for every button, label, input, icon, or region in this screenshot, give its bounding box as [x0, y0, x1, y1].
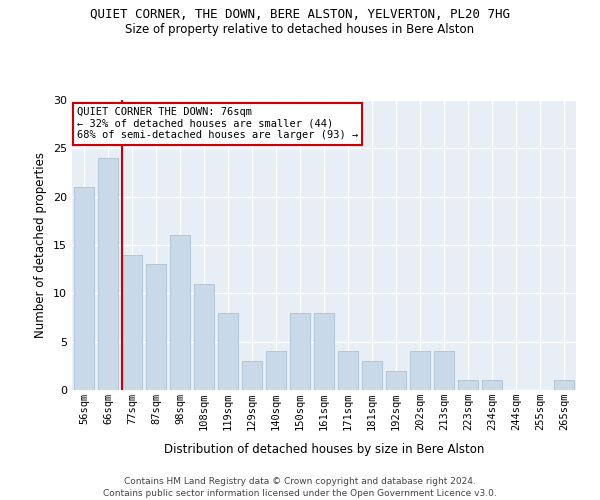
Text: Contains HM Land Registry data © Crown copyright and database right 2024.: Contains HM Land Registry data © Crown c…: [124, 478, 476, 486]
Bar: [458, 380, 478, 390]
Bar: [410, 352, 430, 390]
Bar: [290, 312, 310, 390]
Bar: [314, 312, 334, 390]
Bar: [218, 312, 238, 390]
Bar: [122, 254, 142, 390]
Bar: [362, 361, 382, 390]
Bar: [194, 284, 214, 390]
Bar: [266, 352, 286, 390]
Bar: [482, 380, 502, 390]
Bar: [434, 352, 454, 390]
Bar: [74, 187, 94, 390]
Bar: [146, 264, 166, 390]
Bar: [554, 380, 574, 390]
Bar: [386, 370, 406, 390]
Text: QUIET CORNER, THE DOWN, BERE ALSTON, YELVERTON, PL20 7HG: QUIET CORNER, THE DOWN, BERE ALSTON, YEL…: [90, 8, 510, 20]
Bar: [98, 158, 118, 390]
Y-axis label: Number of detached properties: Number of detached properties: [34, 152, 47, 338]
Text: Distribution of detached houses by size in Bere Alston: Distribution of detached houses by size …: [164, 442, 484, 456]
Text: Contains public sector information licensed under the Open Government Licence v3: Contains public sector information licen…: [103, 489, 497, 498]
Bar: [242, 361, 262, 390]
Text: Size of property relative to detached houses in Bere Alston: Size of property relative to detached ho…: [125, 22, 475, 36]
Bar: [170, 236, 190, 390]
Text: QUIET CORNER THE DOWN: 76sqm
← 32% of detached houses are smaller (44)
68% of se: QUIET CORNER THE DOWN: 76sqm ← 32% of de…: [77, 108, 358, 140]
Bar: [338, 352, 358, 390]
